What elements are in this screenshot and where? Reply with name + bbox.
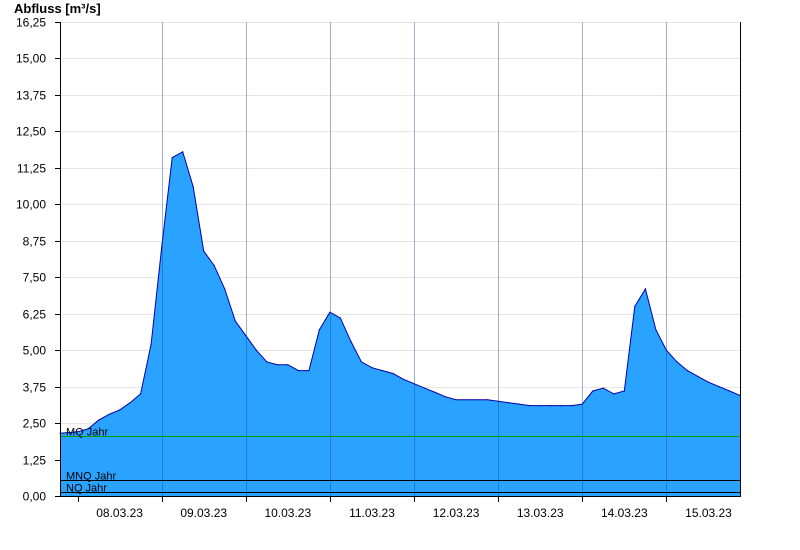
- data-point: [350, 340, 352, 342]
- data-point: [686, 370, 689, 372]
- y-tick-label: 15,00: [16, 52, 46, 66]
- x-tick-label: 08.03.23: [96, 506, 143, 520]
- data-point: [318, 329, 320, 331]
- data-point: [655, 329, 657, 331]
- y-tick-label: 1,25: [23, 454, 47, 468]
- data-point: [339, 317, 341, 319]
- data-point: [718, 386, 720, 388]
- data-point: [297, 370, 299, 372]
- day-separator-lines: [162, 22, 667, 496]
- data-point: [203, 250, 205, 252]
- discharge-area: [59, 151, 741, 497]
- y-tick-label: 13,75: [16, 89, 46, 103]
- data-point: [487, 399, 489, 401]
- data-point: [182, 151, 184, 153]
- data-point: [571, 405, 573, 407]
- data-point: [140, 393, 142, 395]
- data-point: [161, 247, 163, 249]
- data-point: [213, 265, 215, 267]
- y-tick-label: 8,75: [23, 235, 47, 249]
- data-point: [402, 378, 405, 380]
- data-point: [87, 428, 89, 430]
- data-point: [381, 370, 384, 372]
- data-point: [550, 405, 552, 407]
- data-point: [613, 393, 615, 395]
- ref-line-label: MQ Jahr: [66, 427, 109, 439]
- data-point: [234, 320, 236, 322]
- data-point: [276, 364, 278, 366]
- data-point: [592, 390, 594, 392]
- data-point: [76, 431, 79, 433]
- data-point: [602, 387, 604, 389]
- discharge-fill: [60, 151, 740, 497]
- data-point: [423, 387, 426, 389]
- data-point: [360, 361, 362, 363]
- data-point: [707, 381, 710, 383]
- data-point: [697, 375, 699, 377]
- y-tick-label: 0,00: [23, 490, 47, 504]
- y-axis-title: Abfluss [m³/s]: [14, 1, 101, 16]
- y-tick-label: 11,25: [17, 162, 46, 176]
- data-point: [728, 390, 731, 392]
- data-point: [455, 399, 457, 401]
- y-tick-label: 10,00: [16, 198, 46, 212]
- data-point: [529, 405, 531, 407]
- data-point: [266, 361, 268, 363]
- data-point: [150, 343, 152, 345]
- y-tick-label: 12,50: [16, 125, 46, 139]
- data-point: [539, 405, 541, 407]
- data-point: [119, 409, 121, 411]
- data-point: [476, 399, 478, 401]
- data-point: [445, 396, 447, 398]
- y-tick-label: 6,25: [23, 308, 47, 322]
- data-point: [466, 399, 468, 401]
- x-tick-label: 11.03.23: [349, 506, 395, 520]
- data-point: [255, 349, 257, 351]
- data-point: [644, 288, 647, 290]
- data-point: [676, 361, 678, 363]
- data-point: [287, 364, 289, 366]
- data-point: [371, 367, 373, 369]
- y-tick-label: 16,25: [16, 16, 46, 30]
- data-point: [518, 403, 520, 405]
- data-point: [434, 391, 436, 393]
- axes: 0,00 1,25 2,50 3,75 5,00 6,25 7,50 8,75 10,00 11,…: [16, 16, 741, 520]
- y-tick-label: 5,00: [23, 344, 47, 358]
- x-tick-label: 10.03.23: [264, 506, 311, 520]
- x-tick-label: 12.03.23: [433, 506, 480, 520]
- y-tick-label: 2,50: [23, 417, 47, 431]
- data-point: [508, 402, 510, 404]
- data-point: [129, 402, 131, 404]
- data-point: [224, 288, 226, 290]
- data-point: [245, 335, 247, 337]
- ref-line-label: MNQ Jahr: [66, 471, 116, 483]
- data-point: [192, 186, 194, 188]
- data-point: [634, 305, 636, 307]
- x-tick-label: 13.03.23: [517, 506, 564, 520]
- data-point: [623, 390, 625, 392]
- data-point: [108, 413, 110, 415]
- data-point: [308, 370, 310, 372]
- x-tick-label: 09.03.23: [180, 506, 227, 520]
- y-tick-label: 7,50: [23, 271, 47, 285]
- y-tick-label: 3,75: [23, 381, 47, 395]
- data-point: [98, 419, 100, 421]
- ref-line-label: NQ Jahr: [66, 483, 107, 495]
- data-point: [171, 157, 173, 159]
- data-point: [560, 405, 562, 407]
- data-point: [392, 372, 394, 375]
- x-tick-label: 15.03.23: [685, 506, 732, 520]
- x-tick-label: 14.03.23: [601, 506, 648, 520]
